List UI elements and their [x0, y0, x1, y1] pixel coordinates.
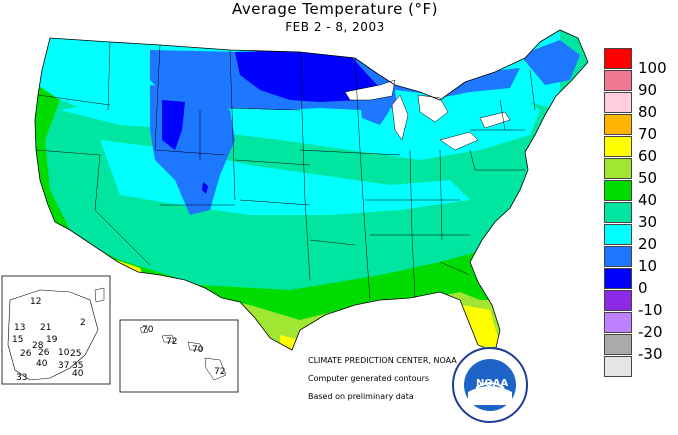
alaska-station-value: 2	[80, 318, 86, 328]
alaska-station-value: 19	[46, 335, 58, 345]
legend-entry: 10	[604, 246, 676, 274]
alaska-station-value: 40	[36, 359, 48, 369]
legend-swatch	[604, 114, 632, 135]
legend-swatch	[604, 290, 632, 311]
alaska-station-value: 15	[12, 335, 23, 345]
legend-label: -30	[638, 345, 663, 363]
legend-entry: 30	[604, 202, 676, 230]
temperature-legend: 100 90 80 70 60 50 40 30 20 10 0 -10 -20 -30	[604, 48, 676, 378]
legend-entry: 100	[604, 48, 676, 76]
alaska-station-value: 10	[58, 348, 70, 358]
credit-method: Computer generated contours	[308, 374, 430, 383]
legend-entry: 50	[604, 158, 676, 186]
hawaii-station-value: 72	[214, 367, 225, 377]
chart-title: Average Temperature (°F)	[232, 0, 438, 18]
legend-label: 30	[638, 213, 658, 231]
legend-swatch	[604, 312, 632, 333]
hawaii-station-value: 70	[192, 345, 204, 355]
legend-swatch	[604, 224, 632, 245]
chart-subtitle: FEB 2 - 8, 2003	[285, 20, 385, 34]
legend-label: 80	[638, 103, 658, 121]
legend-entry: -30	[604, 334, 676, 362]
legend-entry: 70	[604, 114, 676, 142]
hawaii-station-value: 70	[142, 325, 154, 335]
legend-label: -10	[638, 301, 663, 319]
alaska-station-value: 21	[40, 323, 51, 333]
legend-swatch	[604, 202, 632, 223]
legend-swatch	[604, 48, 632, 69]
noaa-logo	[452, 347, 528, 423]
alaska-station-value: 40	[72, 369, 84, 379]
legend-entry	[604, 356, 676, 378]
alaska-station-value: 25	[70, 349, 81, 359]
credit-center: CLIMATE PREDICTION CENTER, NOAA	[308, 356, 457, 365]
alaska-station-value: 26	[20, 349, 32, 359]
hawaii-station-values: 70 72 70 72	[142, 325, 225, 377]
alaska-station-value: 26	[38, 348, 50, 358]
hawaii-station-value: 72	[166, 337, 177, 347]
legend-label: 100	[638, 59, 667, 77]
legend-label: 50	[638, 169, 658, 187]
legend-label: 70	[638, 125, 658, 143]
noaa-logo-text: NOAA	[476, 378, 509, 389]
legend-entry: 80	[604, 92, 676, 120]
legend-entry: -10	[604, 290, 676, 318]
alaska-inset	[1, 275, 111, 385]
legend-label: 0	[638, 279, 648, 297]
legend-swatch	[604, 136, 632, 157]
legend-label: 40	[638, 191, 658, 209]
legend-label: 20	[638, 235, 658, 253]
alaska-station-value: 35	[72, 361, 83, 371]
legend-swatch	[604, 158, 632, 179]
alaska-station-value: 28	[32, 341, 44, 351]
legend-label: 60	[638, 147, 658, 165]
legend-label: 90	[638, 81, 658, 99]
legend-entry: 20	[604, 224, 676, 252]
alaska-station-value: 12	[30, 297, 41, 307]
legend-swatch	[604, 246, 632, 267]
legend-swatch	[604, 334, 632, 355]
legend-swatch	[604, 70, 632, 91]
legend-label: -20	[638, 323, 663, 341]
legend-entry: -20	[604, 312, 676, 340]
legend-entry: 40	[604, 180, 676, 208]
credit-data: Based on preliminary data	[308, 392, 414, 401]
hawaii-inset	[119, 319, 239, 393]
legend-swatch	[604, 180, 632, 201]
legend-entry: 90	[604, 70, 676, 98]
legend-entry: 60	[604, 136, 676, 164]
legend-swatch	[604, 268, 632, 289]
alaska-station-value: 13	[14, 323, 25, 333]
state-boundaries	[34, 29, 589, 353]
legend-entry: 0	[604, 268, 676, 296]
legend-swatch	[604, 356, 632, 377]
alaska-station-value: 37	[58, 361, 69, 371]
legend-label: 10	[638, 257, 658, 275]
alaska-station-value: 33	[16, 373, 27, 383]
legend-swatch	[604, 92, 632, 113]
